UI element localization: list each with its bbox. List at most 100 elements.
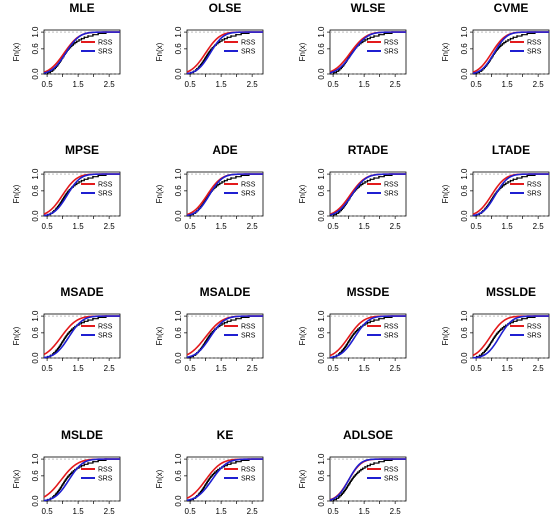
panel-title: CVME bbox=[494, 1, 529, 15]
empirical-cdf-point bbox=[369, 320, 372, 323]
legend-label-rss: RSS bbox=[384, 467, 399, 474]
empirical-cdf-point bbox=[58, 345, 61, 348]
x-tick-label: 1.5 bbox=[73, 364, 85, 373]
empirical-cdf-point bbox=[83, 463, 86, 466]
y-tick-label: 0.0 bbox=[317, 210, 326, 222]
panel-title: KE bbox=[217, 428, 234, 442]
empirical-cdf-point bbox=[55, 492, 58, 495]
x-tick-label: 1.5 bbox=[216, 222, 228, 231]
empirical-cdf-point bbox=[92, 33, 94, 36]
empirical-cdf-point bbox=[366, 179, 369, 182]
empirical-cdf-point bbox=[516, 319, 518, 321]
empirical-cdf-point bbox=[487, 345, 490, 348]
x-tick-label: 1.5 bbox=[73, 80, 85, 89]
empirical-cdf-point bbox=[509, 179, 512, 182]
empirical-cdf-point bbox=[209, 476, 212, 479]
panel-olse: OLSE 0.0 0.6 1.0 Fn(x) 0.5 1.5 2.5 RSS SRS bbox=[155, 1, 264, 89]
empirical-cdf-point bbox=[360, 468, 362, 471]
legend-label-srs: SRS bbox=[384, 333, 399, 340]
empirical-cdf-point bbox=[223, 37, 226, 40]
panel-msslde: MSSLDE 0.0 0.6 1.0 Fn(x) 0.5 1.5 2.5 RSS SRS bbox=[441, 285, 550, 373]
empirical-cdf-point bbox=[204, 57, 206, 60]
x-tick-label: 2.5 bbox=[104, 507, 116, 516]
y-tick-label: 1.0 bbox=[460, 168, 469, 180]
srs-cdf-line bbox=[472, 173, 549, 217]
empirical-cdf-point bbox=[67, 332, 70, 335]
empirical-cdf-point bbox=[343, 346, 346, 349]
empirical-cdf-point bbox=[361, 182, 364, 185]
panel-title: MPSE bbox=[65, 143, 99, 157]
empirical-cdf-point bbox=[208, 477, 211, 480]
x-tick-label: 1.5 bbox=[502, 364, 514, 373]
empirical-cdf-point bbox=[486, 346, 489, 349]
y-tick-label: 1.0 bbox=[174, 168, 183, 180]
panel-title: MLE bbox=[69, 1, 94, 15]
panel-msade: MSADE 0.0 0.6 1.0 Fn(x) 0.5 1.5 2.5 RSS SRS bbox=[12, 285, 121, 373]
srs-cdf-line bbox=[186, 173, 263, 217]
legend-label-srs: SRS bbox=[241, 191, 256, 198]
empirical-cdf-point bbox=[364, 181, 366, 183]
empirical-cdf-point bbox=[240, 174, 243, 177]
empirical-cdf-point bbox=[378, 317, 380, 320]
legend-label-rss: RSS bbox=[241, 324, 256, 331]
panel-title: LTADE bbox=[492, 143, 530, 157]
empirical-cdf-point bbox=[201, 488, 204, 491]
empirical-cdf-point bbox=[509, 37, 512, 40]
empirical-cdf-point bbox=[504, 40, 507, 43]
empirical-cdf-point bbox=[200, 489, 203, 492]
empirical-cdf-point bbox=[498, 329, 501, 332]
empirical-cdf-point bbox=[65, 477, 68, 480]
y-tick-label: 0.6 bbox=[174, 43, 183, 55]
panel-mpse: MPSE 0.0 0.6 1.0 Fn(x) 0.5 1.5 2.5 RSS SRS bbox=[12, 143, 121, 231]
empirical-cdf-point bbox=[78, 181, 80, 183]
panel-title: ADLSOE bbox=[343, 428, 393, 442]
y-tick-label: 0.6 bbox=[31, 43, 40, 55]
empirical-cdf-point bbox=[83, 36, 86, 39]
y-tick-label: 0.6 bbox=[174, 327, 183, 339]
empirical-cdf-point bbox=[348, 340, 350, 342]
empirical-cdf-point bbox=[500, 328, 502, 331]
x-tick-label: 2.5 bbox=[247, 507, 259, 516]
empirical-cdf-point bbox=[66, 333, 69, 336]
y-tick-label: 1.0 bbox=[174, 26, 183, 38]
legend-label-srs: SRS bbox=[98, 333, 113, 340]
y-axis-label: Fn(x) bbox=[298, 469, 307, 488]
x-tick-label: 2.5 bbox=[533, 222, 545, 231]
empirical-cdf-point bbox=[235, 317, 237, 320]
empirical-cdf-point bbox=[202, 60, 205, 62]
y-tick-label: 1.0 bbox=[317, 26, 326, 38]
empirical-cdf-point bbox=[83, 320, 86, 323]
y-tick-label: 0.6 bbox=[317, 43, 326, 55]
panel-ke: KE 0.0 0.6 1.0 Fn(x) 0.5 1.5 2.5 RSS SRS bbox=[155, 428, 264, 516]
empirical-cdf-point bbox=[343, 489, 346, 492]
legend-label-srs: SRS bbox=[241, 476, 256, 483]
panel-title: MSALDE bbox=[200, 285, 251, 299]
empirical-cdf-point bbox=[64, 336, 67, 338]
empirical-cdf-point bbox=[503, 41, 505, 44]
legend-label-rss: RSS bbox=[241, 467, 256, 474]
empirical-cdf-point bbox=[345, 487, 348, 489]
empirical-cdf-point bbox=[342, 490, 345, 493]
panel-msalde: MSALDE 0.0 0.6 1.0 Fn(x) 0.5 1.5 2.5 RSS SRS bbox=[155, 285, 264, 373]
empirical-cdf-point bbox=[210, 475, 213, 478]
legend-label-srs: SRS bbox=[384, 49, 399, 56]
empirical-cdf-point bbox=[352, 333, 355, 336]
y-tick-label: 1.0 bbox=[460, 26, 469, 38]
panel-mssde: MSSDE 0.0 0.6 1.0 Fn(x) 0.5 1.5 2.5 RSS SRS bbox=[298, 285, 407, 373]
x-tick-label: 0.5 bbox=[42, 364, 54, 373]
x-tick-label: 2.5 bbox=[390, 80, 402, 89]
x-tick-label: 2.5 bbox=[247, 222, 259, 231]
empirical-cdf-point bbox=[507, 181, 509, 183]
empirical-cdf-point bbox=[491, 340, 493, 342]
empirical-cdf-point bbox=[207, 52, 210, 54]
legend-label-rss: RSS bbox=[98, 467, 113, 474]
empirical-cdf-point bbox=[212, 472, 215, 475]
x-tick-label: 1.5 bbox=[216, 80, 228, 89]
empirical-cdf-point bbox=[205, 483, 207, 485]
empirical-cdf-point bbox=[373, 35, 375, 37]
x-tick-label: 0.5 bbox=[471, 364, 483, 373]
empirical-cdf-point bbox=[341, 349, 344, 352]
empirical-cdf-point bbox=[357, 471, 359, 474]
panel-cvme: CVME 0.0 0.6 1.0 Fn(x) 0.5 1.5 2.5 RSS SRS bbox=[441, 1, 550, 89]
empirical-cdf-point bbox=[526, 174, 529, 177]
